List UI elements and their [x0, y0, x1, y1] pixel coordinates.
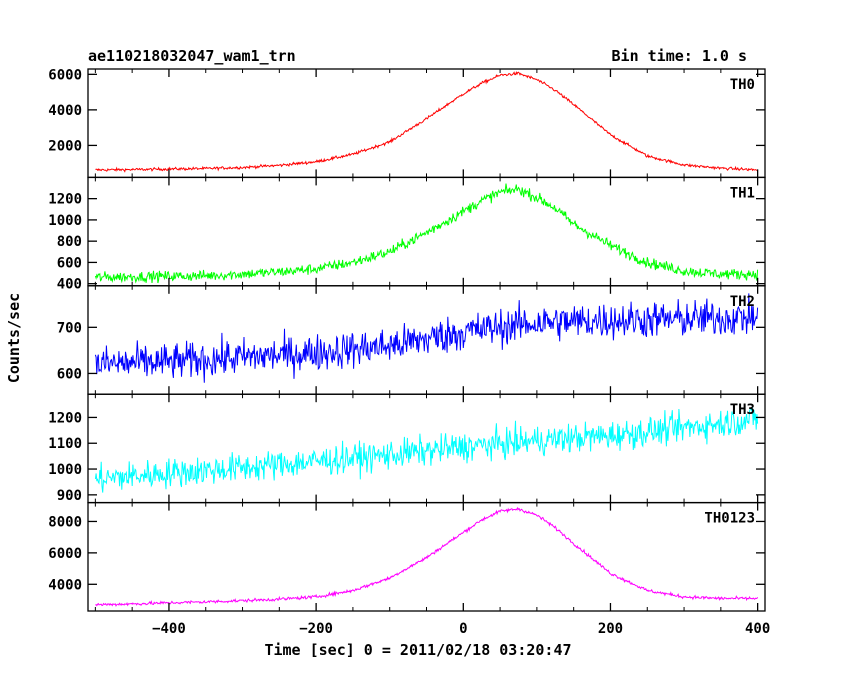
x-tick-label: 400	[745, 621, 770, 637]
x-tick-label: 0	[459, 621, 467, 637]
y-tick-label: 1100	[48, 436, 82, 452]
y-tick-label: 600	[57, 255, 82, 271]
y-tick-label: 8000	[48, 514, 82, 530]
observation-id-title: ae110218032047_wam1_trn	[88, 47, 296, 65]
bin-time-label: Bin time: 1.0 s	[612, 47, 747, 65]
light-curve-trace-th3	[94, 407, 759, 493]
y-tick-label: 1000	[48, 462, 82, 478]
panel-th2: 600 700 TH2	[57, 285, 766, 395]
series-label: TH1	[730, 185, 755, 201]
panel-th0123: 4000 6000 8000 TH0123	[48, 501, 766, 612]
y-tick-label: 600	[57, 366, 82, 382]
x-axis-title: Time [sec] 0 = 2011/02/18 03:20:47	[264, 641, 571, 659]
y-tick-label: 6000	[48, 546, 82, 562]
panel-th3: 900 1000 1100 1200 TH3	[48, 393, 766, 504]
y-tick-label: 800	[57, 234, 82, 250]
x-tick-label: 200	[598, 621, 623, 637]
panel-frame	[87, 68, 766, 179]
panel-th1: 400 600 800 1000 1200 TH1	[48, 176, 766, 293]
light-curve-trace-th0123	[95, 506, 759, 607]
series-label: TH3	[730, 402, 755, 418]
y-tick-label: 900	[57, 488, 82, 504]
x-tick-label: −200	[299, 621, 333, 637]
y-tick-label: 400	[57, 277, 82, 293]
light-curve-trace-th0	[95, 71, 758, 173]
panel-th0: 2000 4000 6000 TH0	[48, 67, 766, 179]
light-curve-trace-th1	[94, 183, 759, 284]
y-tick-label: 1000	[48, 213, 82, 229]
y-tick-label: 700	[57, 320, 82, 336]
y-tick-label: 6000	[48, 67, 82, 83]
y-tick-label: 4000	[48, 103, 82, 119]
y-tick-label: 4000	[48, 577, 82, 593]
y-axis-title: Counts/sec	[5, 293, 23, 383]
x-tick-label: −400	[152, 621, 186, 637]
y-tick-label: 1200	[48, 410, 82, 426]
light-curve-trace-th2	[94, 293, 759, 383]
series-label: TH0	[730, 77, 755, 93]
series-label: TH0123	[704, 511, 755, 527]
y-tick-label: 1200	[48, 192, 82, 208]
series-label: TH2	[730, 294, 755, 310]
y-tick-label: 2000	[48, 138, 82, 154]
